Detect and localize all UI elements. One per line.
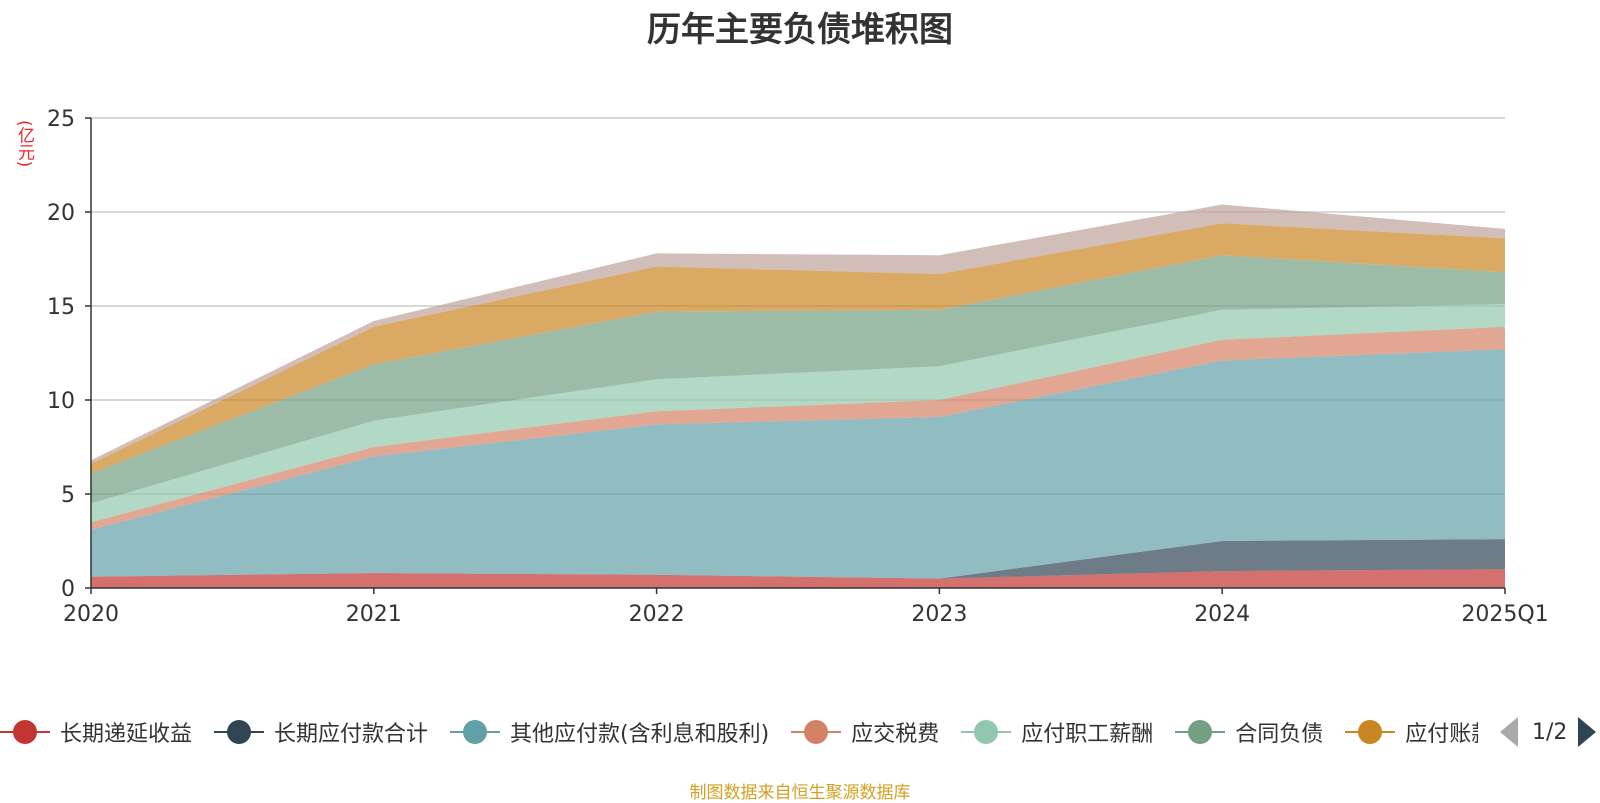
legend-marker-icon [450, 719, 501, 745]
area-series [91, 204, 1505, 588]
legend-item[interactable]: 应付账款 [1345, 712, 1478, 752]
area-长期应付款合计[interactable] [91, 539, 1505, 579]
y-tick-label: 0 [61, 577, 75, 602]
legend-label: 合同负债 [1235, 722, 1324, 747]
y-tick-label: 10 [47, 389, 75, 414]
legend-item[interactable]: 应交税费 [791, 712, 939, 752]
legend-label: 长期递延收益 [60, 722, 193, 747]
triangle-left-icon [1500, 717, 1518, 747]
chart-title: 历年主要负债堆积图 [647, 10, 953, 50]
triangle-right-icon [1578, 717, 1596, 747]
legend-marker-icon [1175, 719, 1226, 745]
legend-item[interactable]: 长期递延收益 [0, 712, 192, 752]
legend-marker-icon [0, 719, 50, 745]
legend-item[interactable]: 长期应付款合计 [214, 712, 428, 752]
legend-label: 应付职工薪酬 [1021, 722, 1154, 747]
legend-prev-page-button[interactable] [1500, 716, 1518, 748]
legend: 长期递延收益 长期应付款合计 其他应付款(含利息和股利) 应交税费 应付职工薪酬 合同负债… [0, 712, 1600, 752]
legend-label: 其他应付款(含利息和股利) [510, 722, 770, 747]
legend-next-page-button[interactable] [1578, 716, 1596, 748]
y-tick-label: 20 [47, 201, 75, 226]
x-tick-label: 2024 [1194, 602, 1250, 627]
legend-label: 长期应付款合计 [274, 722, 429, 747]
legend-label: 应交税费 [851, 722, 940, 747]
legend-marker-icon [961, 719, 1012, 745]
y-axis-unit: (亿元) [14, 120, 34, 168]
source-note: 制图数据来自恒生聚源数据库 [689, 783, 911, 803]
x-tick-label: 2025Q1 [1461, 602, 1548, 627]
x-tick-label: 2023 [911, 602, 967, 627]
area-长期递延收益[interactable] [91, 569, 1505, 588]
area-其他应付款(含利息和股利)[interactable] [91, 349, 1505, 579]
area-应付职工薪酬[interactable] [91, 304, 1505, 523]
chart-area: 0 5 10 15 20 25 2020 2021 2022 2023 2024 2025Q1 [47, 107, 1549, 627]
legend-marker-icon [1345, 719, 1396, 745]
legend-marker-icon [214, 719, 265, 745]
x-tick-label: 2021 [346, 602, 402, 627]
axes [85, 117, 1506, 594]
legend-item[interactable]: 其他应付款(含利息和股利) [450, 712, 769, 752]
x-tick-label: 2022 [629, 602, 685, 627]
area-应交税费[interactable] [91, 326, 1505, 530]
legend-label: 应付账款 [1405, 722, 1478, 747]
area-合同负债[interactable] [91, 255, 1505, 504]
legend-item[interactable]: 合同负债 [1175, 712, 1323, 752]
y-tick-label: 25 [47, 107, 75, 132]
tick-labels: 0 5 10 15 20 25 2020 2021 2022 2023 2024 2025Q1 [47, 107, 1549, 627]
legend-marker-icon [791, 719, 842, 745]
area-其他[interactable] [91, 204, 1505, 464]
y-tick-label: 15 [47, 295, 75, 320]
legend-item[interactable]: 应付职工薪酬 [961, 712, 1153, 752]
x-tick-label: 2020 [63, 602, 119, 627]
legend-page-indicator: 1/2 [1532, 719, 1568, 745]
legend-items: 长期递延收益 长期应付款合计 其他应付款(含利息和股利) 应交税费 应付职工薪酬 合同负债… [0, 712, 1478, 752]
y-tick-label: 5 [61, 483, 75, 508]
area-应付账款[interactable] [91, 223, 1505, 474]
